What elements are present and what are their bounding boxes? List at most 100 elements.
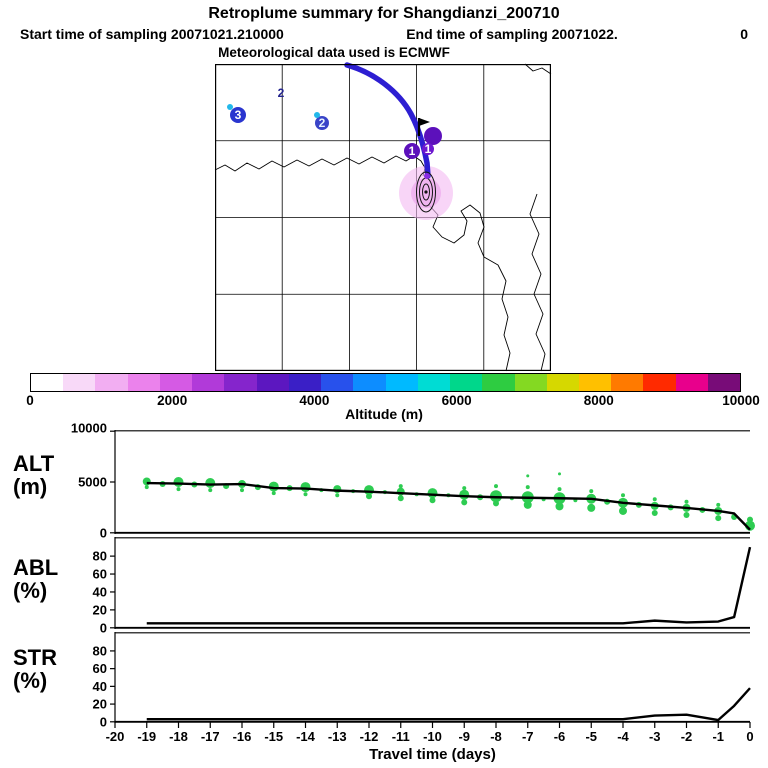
scatter-dot xyxy=(651,509,658,516)
alt-axis-label: ALT (m) xyxy=(13,452,54,498)
y-tick-label: 80 xyxy=(93,549,107,564)
receptor-flag xyxy=(417,118,430,136)
scatter-dot xyxy=(142,477,151,486)
str-panel: 80 60 40 20 0 xyxy=(93,632,751,729)
abl-axis-unit: (%) xyxy=(13,578,48,603)
x-tick-label: -17 xyxy=(200,729,220,744)
colorbar-cell xyxy=(450,374,483,391)
scatter-dot xyxy=(173,477,184,487)
y-tick-label: 10000 xyxy=(71,421,107,436)
abl-axis-label: ABL (%) xyxy=(13,556,58,602)
y-tick-label: 40 xyxy=(93,584,107,599)
scatter-dot xyxy=(398,484,403,489)
scatter-dot xyxy=(587,503,596,512)
colorbar-tick-label: 0 xyxy=(26,393,34,408)
end-time-label: End time of sampling 20071022. xyxy=(406,26,618,42)
colorbar-cell xyxy=(482,374,515,391)
colorbar-cell xyxy=(353,374,386,391)
x-tick-label: -7 xyxy=(521,729,534,744)
colorbar-cell xyxy=(256,374,289,391)
cluster-marker xyxy=(227,104,233,110)
x-tick-label: -10 xyxy=(423,729,442,744)
cluster-marker xyxy=(404,143,420,159)
colorbar-tick-labels: 0 2000 4000 6000 8000 10000 xyxy=(26,393,760,408)
scatter-dot xyxy=(589,489,594,494)
colorbar-cell xyxy=(224,374,257,391)
x-tick-label: -13 xyxy=(327,729,347,744)
colorbar-cell xyxy=(95,374,128,391)
y-tick-label: 5000 xyxy=(78,475,107,490)
x-axis-ticks xyxy=(114,722,751,728)
scatter-dot xyxy=(366,493,372,500)
y-tick-label: 0 xyxy=(100,525,107,540)
altitude-colorbar xyxy=(30,373,741,392)
scatter-dot xyxy=(526,474,530,478)
x-tick-label: -9 xyxy=(458,729,471,744)
scatter-dot xyxy=(493,500,499,507)
receptor-flag-banner xyxy=(419,118,430,126)
trajectory-line xyxy=(344,62,431,179)
scatter-dot xyxy=(459,489,470,500)
scatter-dot xyxy=(619,506,627,515)
x-tick-label: -6 xyxy=(553,729,566,744)
source-point xyxy=(424,190,428,194)
map-grid xyxy=(215,64,551,371)
scatter-dot xyxy=(335,493,340,498)
str-axis-label: STR (%) xyxy=(13,646,57,692)
x-tick-label: -4 xyxy=(617,729,629,744)
colorbar-tick-label: 2000 xyxy=(157,393,188,408)
colorbar-cell xyxy=(643,374,676,391)
x-tick-label: -1 xyxy=(712,729,725,744)
str-axis-unit: (%) xyxy=(13,668,48,693)
colorbar-cell xyxy=(31,374,64,391)
y-tick-label: 80 xyxy=(93,643,107,658)
coastline xyxy=(524,63,552,75)
x-tick-label: -5 xyxy=(585,729,598,744)
coastline xyxy=(529,193,546,372)
colorbar-cell xyxy=(63,374,96,391)
x-tick-label: -11 xyxy=(391,729,410,744)
colorbar-axis-label: Altitude (m) xyxy=(345,406,423,422)
scatter-dot xyxy=(429,497,436,504)
sampling-times-line: Start time of sampling 20071021.210000 E… xyxy=(0,26,768,42)
x-tick-label: -2 xyxy=(680,729,693,744)
map-border xyxy=(215,64,551,371)
colorbar-cell xyxy=(127,374,160,391)
scatter-dot xyxy=(303,492,308,497)
scatter-dot xyxy=(208,488,213,493)
colorbar-cell xyxy=(675,374,708,391)
scatter-dot xyxy=(397,495,404,502)
scatter-dot xyxy=(716,502,721,507)
scatter-dot xyxy=(715,515,722,522)
scatter-dot xyxy=(555,502,564,511)
cluster-marker-label: 1 xyxy=(409,144,416,158)
start-time-label: Start time of sampling 20071021.210000 xyxy=(20,26,284,42)
scatter-dot xyxy=(523,500,532,509)
cluster-marker xyxy=(314,112,320,118)
cluster-marker xyxy=(230,107,246,123)
colorbar-tick-label: 8000 xyxy=(583,393,614,408)
y-tick-label: 40 xyxy=(93,679,107,694)
scatter-dot xyxy=(683,512,690,519)
colorbar-tick-label: 6000 xyxy=(441,393,472,408)
cluster-marker xyxy=(422,143,434,155)
scatter-dot xyxy=(525,485,530,490)
cluster-marker xyxy=(424,173,430,179)
colorbar-cell xyxy=(321,374,354,391)
cluster-marker-label: 1 xyxy=(425,142,432,156)
scatter-dot xyxy=(557,487,562,492)
cluster-marker-label: 2 xyxy=(319,116,326,130)
str-axis-label-text: STR xyxy=(13,645,57,670)
cluster-marker-label: 3 xyxy=(235,108,242,122)
colorbar-cell xyxy=(385,374,418,391)
x-axis-title: Travel time (days) xyxy=(369,746,496,763)
y-tick-label: 0 xyxy=(100,620,107,635)
scatter-dot xyxy=(558,472,561,476)
y-tick-label: 0 xyxy=(100,714,107,729)
abl-axis-label-text: ABL xyxy=(13,555,59,580)
colorbar-cell xyxy=(611,374,644,391)
coastline xyxy=(428,204,511,372)
scatter-dot xyxy=(144,485,149,490)
cluster-markers: 3 2 2 1 1 xyxy=(227,86,442,179)
cluster-marker xyxy=(424,127,442,145)
